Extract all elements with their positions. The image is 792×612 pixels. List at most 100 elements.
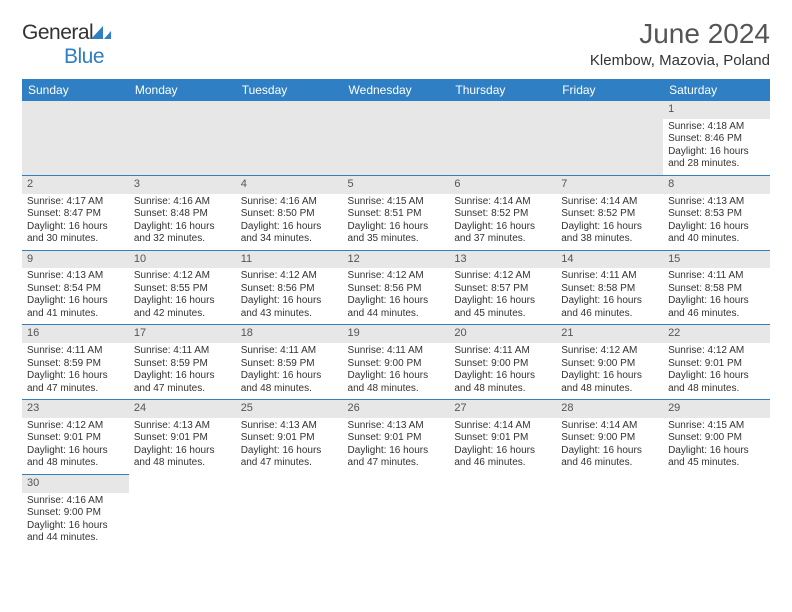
calendar-cell: 17Sunrise: 4:11 AMSunset: 8:59 PMDayligh…	[129, 325, 236, 400]
daylight-text: Daylight: 16 hours	[668, 146, 765, 159]
sunrise-text: Sunrise: 4:13 AM	[241, 420, 338, 433]
sunset-text: Sunset: 9:01 PM	[27, 432, 124, 445]
daylight-text: and 48 minutes.	[561, 383, 658, 396]
location-subtitle: Klembow, Mazovia, Poland	[590, 52, 770, 69]
daylight-text: and 46 minutes.	[561, 308, 658, 321]
daylight-text: Daylight: 16 hours	[561, 295, 658, 308]
day-number: 6	[449, 176, 556, 194]
daylight-text: Daylight: 16 hours	[241, 295, 338, 308]
daylight-text: and 47 minutes.	[134, 383, 231, 396]
calendar-row: 23Sunrise: 4:12 AMSunset: 9:01 PMDayligh…	[22, 400, 770, 475]
sunrise-text: Sunrise: 4:13 AM	[348, 420, 445, 433]
daylight-text: Daylight: 16 hours	[134, 370, 231, 383]
day-number: 5	[343, 176, 450, 194]
daylight-text: and 30 minutes.	[27, 233, 124, 246]
daylight-text: and 44 minutes.	[348, 308, 445, 321]
sunrise-text: Sunrise: 4:15 AM	[668, 420, 765, 433]
weekday-header: Friday	[556, 79, 663, 101]
day-number: 8	[663, 176, 770, 194]
sunset-text: Sunset: 8:56 PM	[348, 283, 445, 296]
calendar-body: 1Sunrise: 4:18 AMSunset: 8:46 PMDaylight…	[22, 101, 770, 549]
sunset-text: Sunset: 8:53 PM	[668, 208, 765, 221]
day-number: 7	[556, 176, 663, 194]
sunrise-text: Sunrise: 4:11 AM	[668, 270, 765, 283]
calendar-cell	[343, 474, 450, 548]
calendar-cell: 5Sunrise: 4:15 AMSunset: 8:51 PMDaylight…	[343, 175, 450, 250]
sunset-text: Sunset: 8:58 PM	[668, 283, 765, 296]
calendar-cell: 16Sunrise: 4:11 AMSunset: 8:59 PMDayligh…	[22, 325, 129, 400]
sunrise-text: Sunrise: 4:16 AM	[134, 196, 231, 209]
daylight-text: Daylight: 16 hours	[561, 445, 658, 458]
calendar-row: 16Sunrise: 4:11 AMSunset: 8:59 PMDayligh…	[22, 325, 770, 400]
sunset-text: Sunset: 8:54 PM	[27, 283, 124, 296]
daylight-text: Daylight: 16 hours	[668, 370, 765, 383]
daylight-text: Daylight: 16 hours	[27, 221, 124, 234]
day-number: 20	[449, 325, 556, 343]
sunrise-text: Sunrise: 4:15 AM	[348, 196, 445, 209]
calendar-cell	[129, 474, 236, 548]
daylight-text: and 48 minutes.	[348, 383, 445, 396]
calendar-cell: 29Sunrise: 4:15 AMSunset: 9:00 PMDayligh…	[663, 400, 770, 475]
daylight-text: and 32 minutes.	[134, 233, 231, 246]
daylight-text: Daylight: 16 hours	[348, 221, 445, 234]
day-number: 2	[22, 176, 129, 194]
day-number: 17	[129, 325, 236, 343]
daylight-text: Daylight: 16 hours	[348, 370, 445, 383]
sunrise-text: Sunrise: 4:13 AM	[668, 196, 765, 209]
daylight-text: and 44 minutes.	[27, 532, 124, 545]
day-number: 10	[129, 251, 236, 269]
daylight-text: and 46 minutes.	[561, 457, 658, 470]
daylight-text: and 47 minutes.	[348, 457, 445, 470]
daylight-text: Daylight: 16 hours	[454, 295, 551, 308]
title-block: June 2024 Klembow, Mazovia, Poland	[590, 18, 770, 69]
sunset-text: Sunset: 9:01 PM	[668, 358, 765, 371]
sunset-text: Sunset: 8:47 PM	[27, 208, 124, 221]
sunrise-text: Sunrise: 4:12 AM	[561, 345, 658, 358]
calendar-row: 9Sunrise: 4:13 AMSunset: 8:54 PMDaylight…	[22, 250, 770, 325]
sunset-text: Sunset: 8:57 PM	[454, 283, 551, 296]
calendar-cell: 15Sunrise: 4:11 AMSunset: 8:58 PMDayligh…	[663, 250, 770, 325]
sunrise-text: Sunrise: 4:13 AM	[27, 270, 124, 283]
calendar-cell: 12Sunrise: 4:12 AMSunset: 8:56 PMDayligh…	[343, 250, 450, 325]
calendar-cell: 26Sunrise: 4:13 AMSunset: 9:01 PMDayligh…	[343, 400, 450, 475]
daylight-text: and 40 minutes.	[668, 233, 765, 246]
calendar-cell: 27Sunrise: 4:14 AMSunset: 9:01 PMDayligh…	[449, 400, 556, 475]
logo: GeneralBlue	[22, 18, 111, 69]
day-number: 29	[663, 400, 770, 418]
daylight-text: and 46 minutes.	[668, 308, 765, 321]
daylight-text: and 34 minutes.	[241, 233, 338, 246]
weekday-header: Monday	[129, 79, 236, 101]
calendar-cell: 21Sunrise: 4:12 AMSunset: 9:00 PMDayligh…	[556, 325, 663, 400]
daylight-text: and 42 minutes.	[134, 308, 231, 321]
daylight-text: and 48 minutes.	[454, 383, 551, 396]
calendar-cell: 30Sunrise: 4:16 AMSunset: 9:00 PMDayligh…	[22, 474, 129, 548]
calendar-cell	[236, 474, 343, 548]
calendar-cell	[556, 474, 663, 548]
daylight-text: and 38 minutes.	[561, 233, 658, 246]
calendar-row: 1Sunrise: 4:18 AMSunset: 8:46 PMDaylight…	[22, 101, 770, 175]
sunset-text: Sunset: 9:01 PM	[134, 432, 231, 445]
calendar-cell	[556, 101, 663, 175]
weekday-header: Wednesday	[343, 79, 450, 101]
calendar-cell: 20Sunrise: 4:11 AMSunset: 9:00 PMDayligh…	[449, 325, 556, 400]
sunrise-text: Sunrise: 4:16 AM	[241, 196, 338, 209]
calendar-cell	[22, 101, 129, 175]
calendar-cell: 2Sunrise: 4:17 AMSunset: 8:47 PMDaylight…	[22, 175, 129, 250]
calendar-cell: 14Sunrise: 4:11 AMSunset: 8:58 PMDayligh…	[556, 250, 663, 325]
daylight-text: and 48 minutes.	[668, 383, 765, 396]
calendar-cell: 22Sunrise: 4:12 AMSunset: 9:01 PMDayligh…	[663, 325, 770, 400]
calendar-row: 30Sunrise: 4:16 AMSunset: 9:00 PMDayligh…	[22, 474, 770, 548]
calendar-cell	[129, 101, 236, 175]
calendar-cell: 24Sunrise: 4:13 AMSunset: 9:01 PMDayligh…	[129, 400, 236, 475]
day-number: 14	[556, 251, 663, 269]
sunset-text: Sunset: 9:01 PM	[454, 432, 551, 445]
daylight-text: Daylight: 16 hours	[27, 370, 124, 383]
calendar-table: Sunday Monday Tuesday Wednesday Thursday…	[22, 79, 770, 549]
daylight-text: and 28 minutes.	[668, 158, 765, 171]
sunrise-text: Sunrise: 4:16 AM	[27, 495, 124, 508]
day-number: 28	[556, 400, 663, 418]
sunrise-text: Sunrise: 4:11 AM	[134, 345, 231, 358]
logo-word1: General	[22, 21, 93, 44]
weekday-header: Thursday	[449, 79, 556, 101]
sunrise-text: Sunrise: 4:12 AM	[241, 270, 338, 283]
